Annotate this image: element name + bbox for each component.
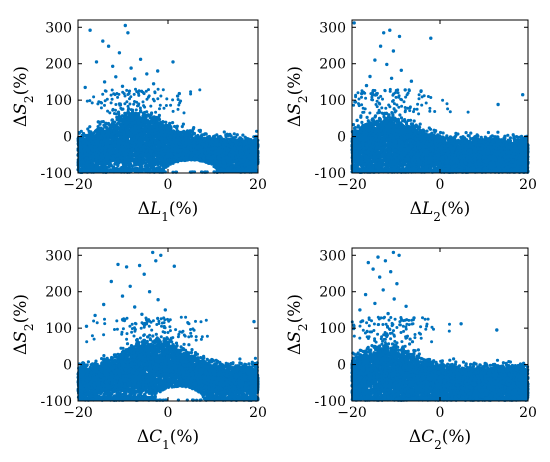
data-point (164, 120, 168, 124)
data-point (197, 128, 201, 133)
data-point (127, 112, 131, 116)
data-point (199, 134, 204, 138)
data-point (222, 130, 226, 134)
data-point (173, 124, 177, 129)
data-point (106, 122, 110, 126)
data-point (126, 124, 130, 129)
data-point (140, 161, 144, 165)
data-point (150, 111, 154, 115)
data-point (159, 163, 163, 167)
data-point (182, 129, 186, 133)
scatter-points (76, 23, 260, 174)
data-point (180, 125, 184, 129)
data-point (235, 133, 239, 137)
data-point (215, 133, 219, 137)
data-point (218, 134, 222, 139)
